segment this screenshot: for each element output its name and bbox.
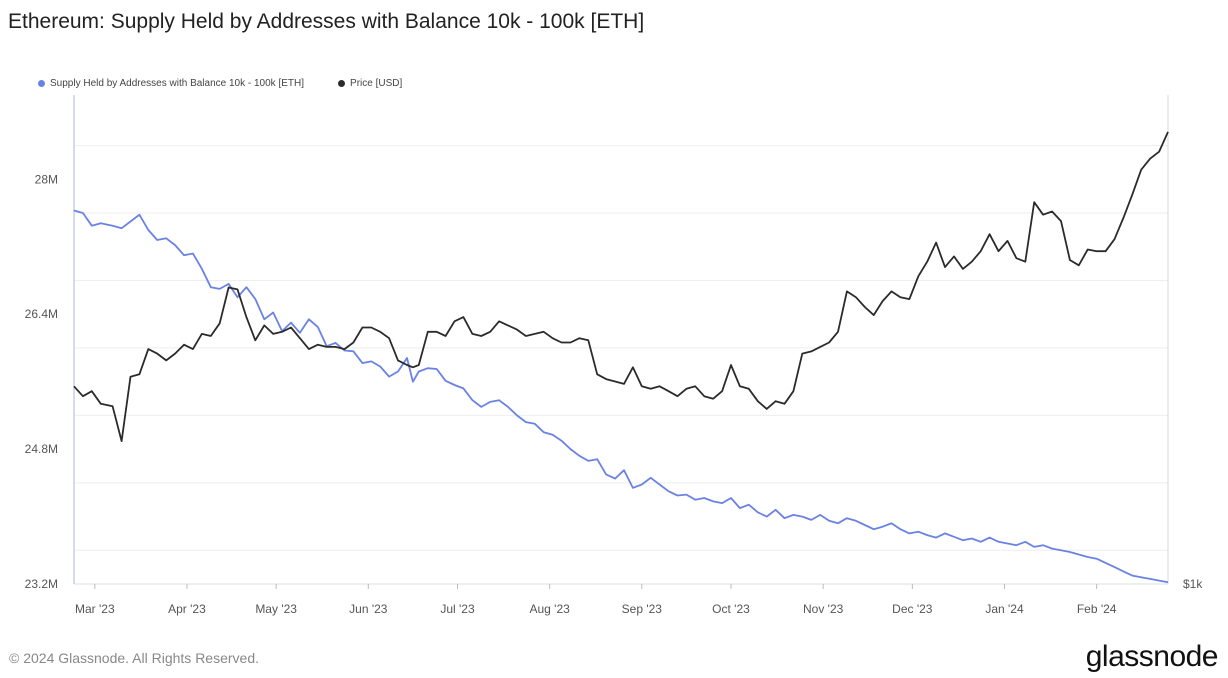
x-tick-label: Jul '23 (440, 602, 475, 616)
chart-area: 28M 26.4M 24.8M 23.2M $1k Mar '23 Apr '23 May… (25, 95, 1203, 616)
legend-item-price[interactable]: Price [USD] (338, 78, 402, 89)
legend-label-supply: Supply Held by Addresses with Balance 10… (50, 78, 305, 89)
x-tick-label: Apr '23 (168, 602, 206, 616)
glassnode-logo: glassnode (1085, 640, 1219, 673)
y-tick-label: 28M (35, 172, 58, 186)
axes (73, 95, 1169, 585)
y-axis-left: 28M 26.4M 24.8M 23.2M (25, 172, 58, 591)
right-tick-label: $1k (1183, 577, 1203, 591)
x-tick-label: Jan '24 (985, 602, 1024, 616)
x-tick-label: Oct '23 (712, 602, 750, 616)
legend-item-supply[interactable]: Supply Held by Addresses with Balance 10… (38, 78, 304, 89)
series-line-price (73, 131, 1169, 442)
legend-dot-supply (38, 80, 45, 87)
y-tick-label: 24.8M (25, 442, 58, 456)
series-line-supply (73, 209, 1169, 584)
chart-title: Ethereum: Supply Held by Addresses with … (8, 10, 645, 33)
x-axis: Mar '23 Apr '23 May '23 Jun '23 Jul '23 Aug '… (75, 584, 1117, 616)
x-tick-label: Feb '24 (1077, 602, 1117, 616)
x-tick-label: Nov '23 (803, 602, 844, 616)
copyright-text: © 2024 Glassnode. All Rights Reserved. (9, 650, 260, 666)
y-tick-label: 23.2M (25, 577, 58, 591)
y-tick-label: 26.4M (25, 307, 58, 321)
grid-lines (74, 145, 1168, 551)
legend-label-price: Price [USD] (350, 78, 403, 89)
x-tick-label: May '23 (255, 602, 297, 616)
chart-legend: Supply Held by Addresses with Balance 10… (38, 78, 402, 89)
x-tick-label: Dec '23 (892, 602, 933, 616)
x-tick-label: Sep '23 (622, 602, 663, 616)
x-tick-label: Mar '23 (75, 602, 115, 616)
legend-dot-price (338, 80, 346, 87)
y-axis-right: $1k (1183, 577, 1203, 591)
x-tick-label: Jun '23 (349, 602, 388, 616)
plot-lines (73, 131, 1169, 584)
x-tick-label: Aug '23 (529, 602, 570, 616)
